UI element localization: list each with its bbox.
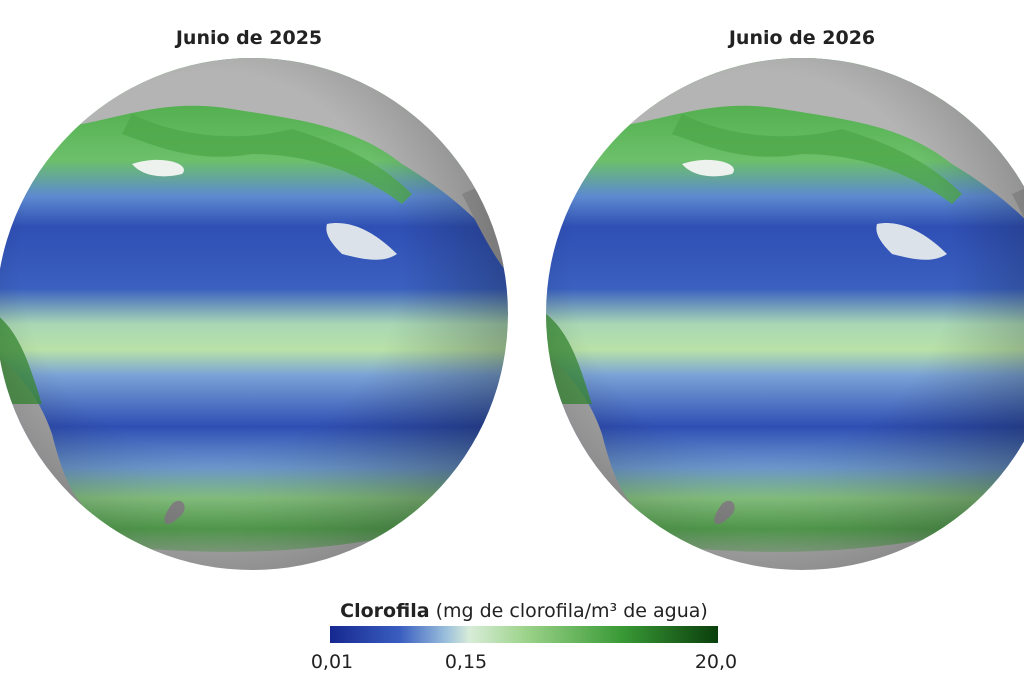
legend-units: (mg de clorofila/m³ de agua) — [436, 600, 708, 622]
colorbar-tick: 0,15 — [445, 651, 487, 673]
colorbar — [330, 626, 718, 643]
legend-title: Clorofila (mg de clorofila/m³ de agua) — [340, 600, 708, 622]
globe — [546, 58, 1024, 570]
globe — [0, 58, 508, 570]
legend-name: Clorofila — [340, 600, 429, 622]
colorbar-tick: 0,01 — [311, 651, 353, 673]
panel-title: Junio de 2025 — [174, 27, 322, 49]
panel-title: Junio de 2026 — [727, 27, 875, 49]
colorbar-tick: 20,0 — [695, 651, 737, 673]
